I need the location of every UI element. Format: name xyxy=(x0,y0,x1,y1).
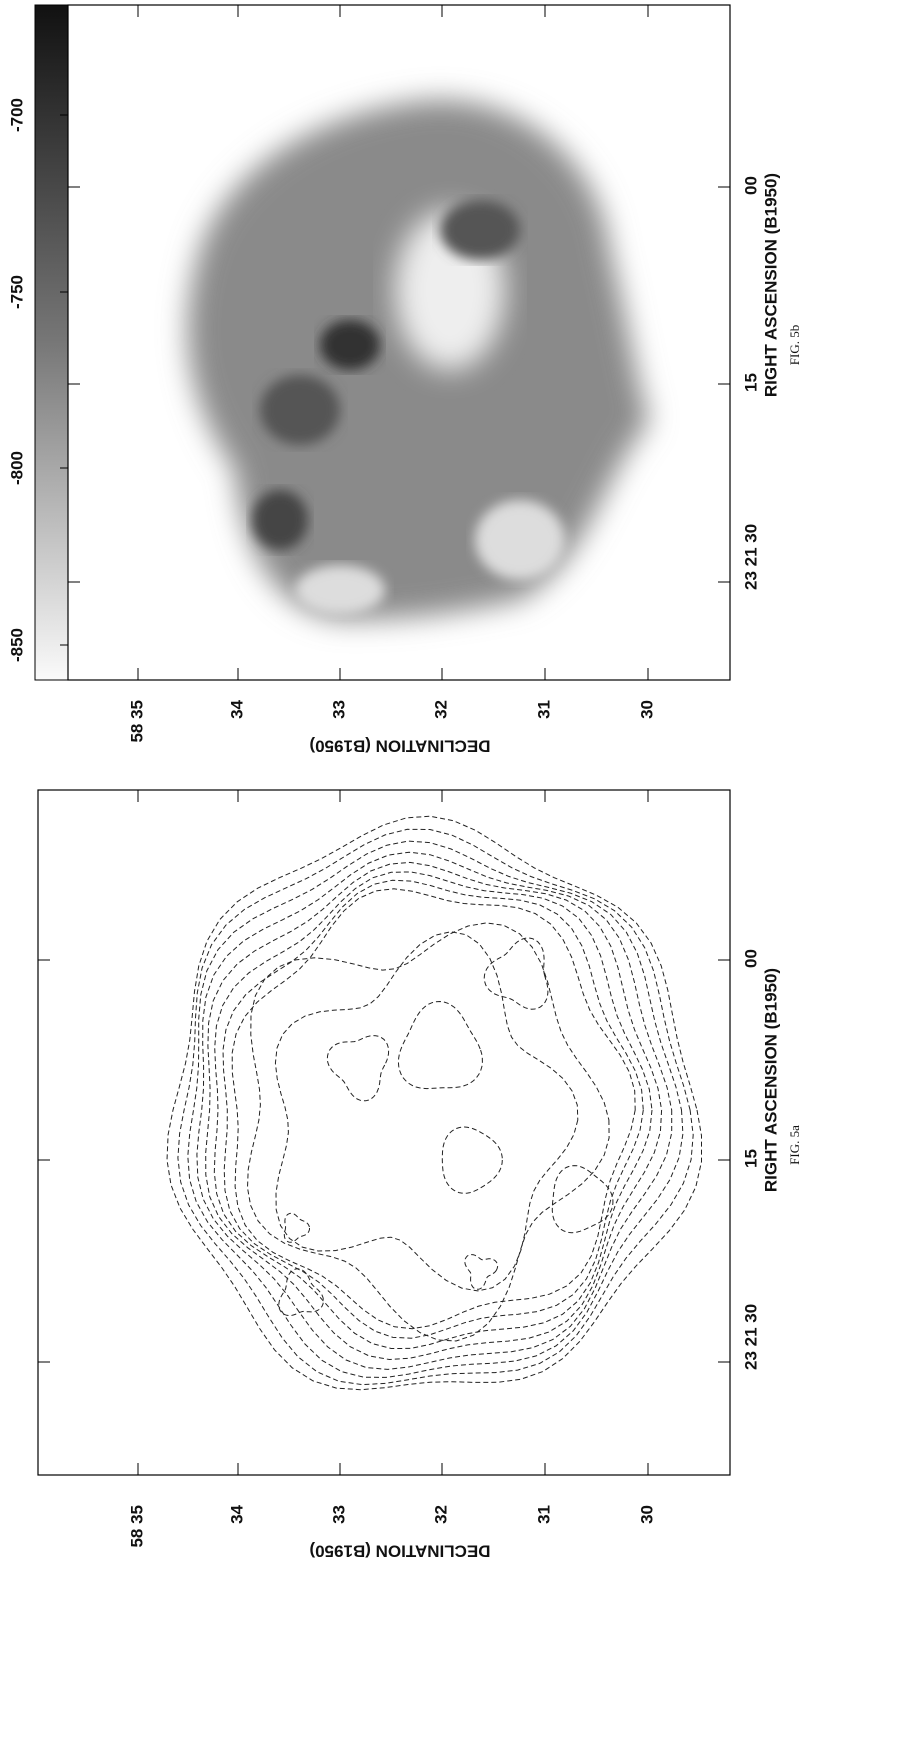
dec-tick-label: 58 35 xyxy=(127,1505,146,1548)
contour xyxy=(222,879,644,1339)
dec-tick-label: 34 xyxy=(227,1504,246,1523)
grayscale-image xyxy=(187,99,650,621)
dec-tick-label: 31 xyxy=(534,1505,553,1524)
dec-tick-label: 34 xyxy=(227,699,246,718)
contour xyxy=(464,1254,499,1290)
ra-tick-label: 15 xyxy=(741,373,760,392)
contour-frame xyxy=(37,789,731,1476)
colorbar-tick-label: -750 xyxy=(7,275,26,309)
ra-tick-label: 23 21 30 xyxy=(741,524,760,590)
ra-tick-label: 23 21 30 xyxy=(741,1304,760,1370)
contour xyxy=(231,888,636,1330)
contour xyxy=(196,851,673,1370)
ra-tick-label: 00 xyxy=(741,176,760,195)
ra-tick-label: 00 xyxy=(741,949,760,968)
ra-axis-label: RIGHT ASCENSION (B1950) xyxy=(761,968,780,1192)
dec-tick-label: 32 xyxy=(431,700,450,719)
contour xyxy=(278,1268,324,1317)
dec-axis-label: DECLINATION (B1950) xyxy=(309,1542,490,1561)
figure-caption: FIG. 5b xyxy=(787,325,802,365)
dec-tick-label: 30 xyxy=(637,700,656,719)
dec-tick-label: 30 xyxy=(637,1505,656,1524)
colorbar-tick-label: -850 xyxy=(7,628,26,662)
contour xyxy=(551,1165,614,1234)
contour-map xyxy=(166,815,702,1391)
contour xyxy=(397,1000,483,1090)
dec-tick-label: 32 xyxy=(431,1505,450,1524)
contour xyxy=(283,1212,310,1243)
dec-tick-label: 58 35 xyxy=(127,700,146,743)
ra-axis-label: RIGHT ASCENSION (B1950) xyxy=(761,173,780,397)
colorbar xyxy=(34,4,69,681)
ra-tick-label: 15 xyxy=(741,1149,760,1168)
figure-caption: FIG. 5a xyxy=(787,1125,802,1165)
dec-tick-label: 31 xyxy=(534,700,553,719)
colorbar-tick-label: -800 xyxy=(7,451,26,485)
dec-tick-label: 33 xyxy=(329,1505,348,1524)
contour xyxy=(177,828,694,1386)
contour xyxy=(483,937,549,1010)
contour xyxy=(326,1035,390,1102)
contour xyxy=(441,1126,503,1194)
contour xyxy=(274,931,579,1292)
contour xyxy=(166,815,702,1391)
dec-axis-label: DECLINATION (B1950) xyxy=(309,737,490,756)
dec-tick-label: 33 xyxy=(329,700,348,719)
colorbar-tick-label: -700 xyxy=(7,98,26,132)
contour xyxy=(246,922,610,1342)
contour xyxy=(205,861,663,1361)
contour xyxy=(187,840,684,1378)
